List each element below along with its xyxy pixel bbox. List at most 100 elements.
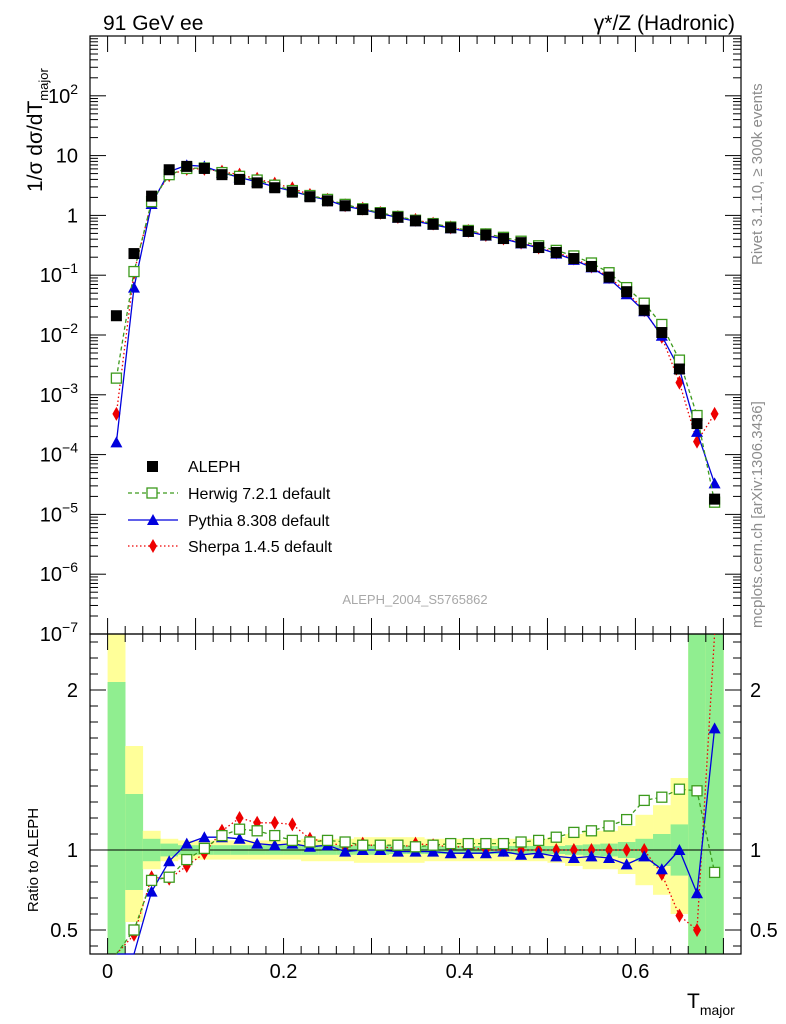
ratio-point-sherpa — [288, 817, 297, 832]
main-ytick-label: 1 — [67, 205, 78, 227]
axes-frame — [89, 35, 742, 955]
ratio-point-pythia — [567, 852, 580, 863]
legend-label-pythia: Pythia 8.308 default — [188, 513, 330, 530]
main-ytick-label: 102 — [48, 81, 78, 108]
main-point-sherpa — [710, 406, 719, 421]
ratio-point-herwig — [357, 839, 369, 851]
ratio-point-pythia — [515, 848, 528, 860]
ratio-point-herwig — [409, 841, 422, 853]
ratio-point-sherpa — [587, 843, 596, 857]
main-point-aleph — [550, 246, 562, 258]
main-ytick-label: 10−2 — [40, 320, 78, 347]
ratio-point-sherpa — [605, 843, 614, 857]
main-point-aleph — [673, 363, 685, 375]
ratio-point-pythia — [163, 855, 176, 867]
band-green-bin — [107, 682, 126, 954]
ratio-point-pythia — [603, 852, 616, 863]
xlabel: Tmajor — [687, 990, 735, 1018]
ratio-point-herwig — [533, 834, 545, 847]
main-point-aleph — [269, 182, 281, 194]
ratio-point-herwig — [497, 837, 510, 850]
ratio-point-pythia — [691, 887, 704, 899]
ratio-point-pythia — [251, 837, 264, 849]
main-point-aleph — [163, 164, 175, 176]
main-point-aleph — [603, 271, 615, 283]
legend-marker-sherpa — [149, 539, 157, 553]
ratio-point-herwig — [462, 837, 474, 850]
main-ylabel: 1/σ dσ/dTmajor — [24, 68, 51, 192]
main-point-aleph — [691, 418, 703, 430]
ratio-point-sherpa — [235, 811, 244, 825]
main-ytick-label: 10−1 — [40, 260, 78, 287]
ratio-point-herwig — [339, 836, 351, 848]
ratio-point-herwig — [233, 823, 246, 835]
main-point-aleph — [110, 310, 122, 322]
ratio-point-pythia — [427, 845, 440, 857]
mcplots-label: mcplots.cern.ch [arXiv:1306.3436] — [749, 401, 766, 628]
legend-item-aleph: ALEPH — [147, 459, 240, 476]
xtick-label: 0 — [102, 961, 113, 983]
ratio-point-sherpa — [675, 908, 684, 923]
main-point-pythia — [127, 281, 140, 293]
main-point-aleph — [146, 190, 158, 202]
main-point-aleph — [339, 200, 351, 212]
main-point-aleph — [638, 304, 650, 316]
main-point-aleph — [709, 493, 721, 505]
main-point-aleph — [445, 222, 457, 234]
ratio-point-sherpa — [622, 843, 631, 857]
header-left-title: 91 GeV ee — [103, 12, 203, 35]
series-layer — [110, 159, 721, 955]
ratio-point-pythia — [268, 839, 281, 851]
ratio-point-herwig — [269, 829, 281, 842]
ratio-point-pythia — [655, 863, 668, 875]
ratio-point-herwig — [568, 826, 580, 839]
main-point-aleph — [392, 211, 404, 223]
main-point-aleph — [497, 233, 509, 245]
main-line-herwig — [115, 167, 716, 503]
xlabel-sub: major — [700, 1002, 735, 1018]
ratio-point-herwig — [392, 839, 404, 851]
legend-item-sherpa: Sherpa 1.4.5 default — [128, 539, 333, 556]
main-ytick-label: 10−6 — [40, 559, 78, 586]
ratio-point-pythia — [585, 850, 598, 862]
legend-marker-pythia — [147, 514, 159, 525]
main-point-pythia — [110, 436, 123, 448]
main-point-aleph — [585, 260, 597, 272]
legend-label-herwig: Herwig 7.2.1 default — [188, 486, 331, 503]
ratio-bands — [107, 634, 724, 954]
ratio-ylabel: Ratio to ALEPH — [25, 808, 42, 912]
ratio-point-pythia — [145, 885, 158, 897]
ratio-ytick-label-left: 1 — [67, 840, 78, 862]
ratio-point-pythia — [638, 850, 651, 862]
main-point-aleph — [568, 253, 580, 265]
main-ytick-label: 10−4 — [40, 440, 78, 467]
main-ytick-label: 10−5 — [40, 499, 78, 526]
ratio-point-herwig — [128, 924, 140, 936]
main-point-aleph — [181, 160, 193, 172]
ratio-point-pythia — [550, 850, 563, 862]
legend-label-sherpa: Sherpa 1.4.5 default — [188, 539, 333, 556]
ratio-point-pythia — [497, 845, 510, 857]
main-point-aleph — [656, 327, 668, 339]
band-green-bin — [125, 794, 144, 890]
xlabel-main: T — [687, 990, 700, 1013]
ratio-point-pythia — [673, 844, 686, 855]
xtick-label: 0.6 — [622, 961, 650, 983]
ratio-point-pythia — [233, 832, 246, 844]
main-point-aleph — [410, 215, 421, 227]
ratio-point-pythia — [462, 847, 475, 859]
ratio-point-pythia — [391, 845, 404, 857]
ratio-point-herwig — [708, 866, 721, 879]
ratio-point-herwig — [620, 813, 633, 826]
main-point-aleph — [357, 204, 369, 216]
ratio-point-pythia — [620, 858, 633, 870]
main-point-aleph — [304, 191, 316, 203]
ratio-point-pythia — [198, 831, 211, 843]
main-point-aleph — [462, 225, 474, 237]
main-point-sherpa — [112, 406, 121, 421]
ratio-ytick-label-right: 2 — [750, 680, 761, 702]
ratio-point-herwig — [603, 820, 615, 832]
ratio-point-herwig — [656, 791, 668, 803]
ratio-point-herwig — [163, 871, 175, 883]
